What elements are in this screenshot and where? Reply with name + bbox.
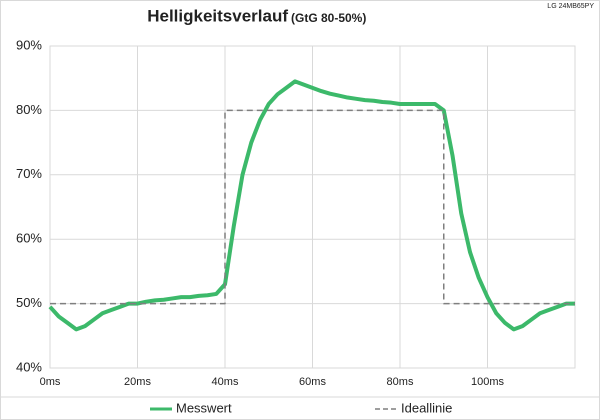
legend-label: Messwert [176, 400, 232, 415]
legend-label: Ideallinie [401, 400, 452, 415]
x-tick-label: 100ms [471, 376, 505, 388]
x-tick-label: 0ms [40, 376, 61, 388]
chart-title: Helligkeitsverlauf [147, 6, 288, 25]
x-tick-label: 60ms [299, 376, 326, 388]
y-tick-label: 80% [16, 102, 42, 117]
y-tick-label: 90% [16, 37, 42, 52]
series-line [50, 109, 575, 305]
x-tick-label: 80ms [387, 376, 414, 388]
chart-subtitle: (GtG 80-50%) [291, 11, 366, 25]
y-tick-label: 70% [16, 166, 42, 181]
y-tick-label: 40% [16, 359, 42, 374]
annotation: LG 24MB65PY [547, 3, 594, 10]
x-tick-label: 40ms [212, 376, 239, 388]
y-tick-label: 60% [16, 231, 42, 246]
y-tick-label: 50% [16, 295, 42, 310]
plot-border [49, 45, 576, 369]
series-line [48, 79, 575, 332]
x-tick-label: 20ms [124, 376, 151, 388]
